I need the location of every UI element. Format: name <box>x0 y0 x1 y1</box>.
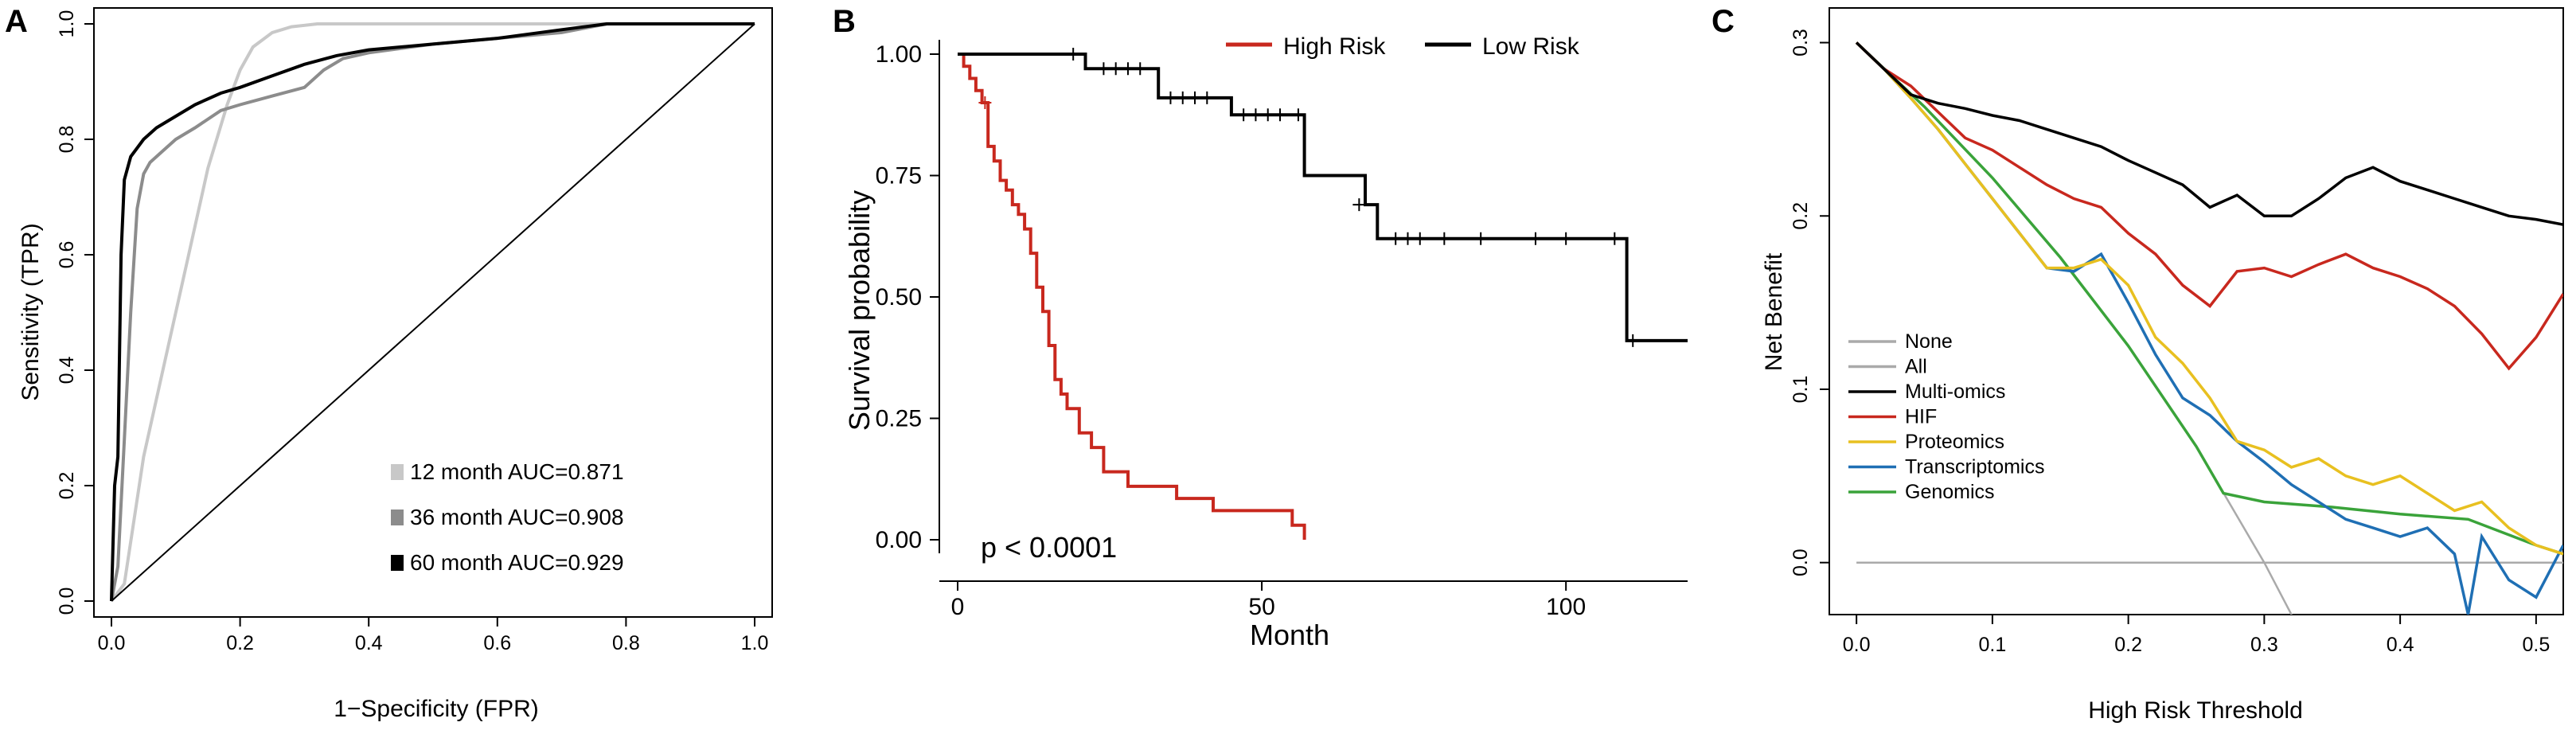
panel-b-censor-mark <box>1097 62 1110 76</box>
panel-b-xtick-label: 0 <box>951 594 965 620</box>
panel-c-ytick-label: 0.0 <box>1790 549 1812 576</box>
panel-a-legend-swatch <box>391 464 404 480</box>
panel-b-series-high-risk <box>958 53 1306 540</box>
panel-b-censor-mark <box>1401 232 1415 245</box>
panel-b-ytick-label: 1.00 <box>876 41 922 68</box>
panel-b-ytick-label: 0.50 <box>876 284 922 310</box>
panel-b-xtick-label: 50 <box>1248 594 1274 620</box>
panel-b-censor-mark <box>1261 108 1274 122</box>
panel-c-ytick-label: 0.3 <box>1790 29 1812 57</box>
panel-a-xtick-label: 0.6 <box>483 632 511 654</box>
panel-b-censor-mark <box>1274 108 1287 122</box>
panel-c-legend-label: Genomics <box>1905 481 1995 503</box>
panel-b-legend-label: Low Risk <box>1482 33 1580 60</box>
panel-b-censor-mark <box>1352 198 1366 212</box>
panel-c-xlabel: High Risk Threshold <box>2088 697 2303 724</box>
panel-c-xtick-label: 0.5 <box>2522 634 2550 656</box>
panel-c-legend-label: HIF <box>1905 406 1937 428</box>
panel-c-legend-label: Transcriptomics <box>1905 456 2045 478</box>
panel-b-ytick-label: 0.00 <box>876 527 922 553</box>
panel-c-legend-label: None <box>1905 330 1953 353</box>
panel-b-plot: 0 50 100 0.00 0.25 0.50 0.75 1.00 High Risk Low R… <box>876 33 1688 620</box>
panel-b-censor-mark <box>1249 108 1263 122</box>
panel-b-censor-mark <box>1291 108 1305 122</box>
panel-a-series-12-month-auc-0-871 <box>110 22 755 603</box>
panel-a-legend-swatch <box>391 510 404 525</box>
panel-c-ytick-label: 0.2 <box>1790 202 1812 230</box>
panel-a-legend-label: 12 month AUC=0.871 <box>410 459 624 484</box>
panel-a-xtick-label: 0.4 <box>355 632 383 654</box>
panel-a-xtick-label: 0.8 <box>612 632 640 654</box>
panel-a-ytick-label: 0.0 <box>56 588 78 615</box>
panel-c-series-multi-omics <box>1855 41 2563 226</box>
panel-a-xtick-label: 0.0 <box>98 632 126 654</box>
panel-b-pvalue: p < 0.0001 <box>981 531 1117 564</box>
panel-c-plot: 0.0 0.1 0.2 0.3 0.4 0.5 0.0 0.1 0.2 0.3 None All Mul… <box>1790 29 2563 656</box>
panel-c-frame <box>1829 7 2564 615</box>
panel-c-legend-label: All <box>1905 356 1927 378</box>
panel-b-censor-mark <box>1559 232 1573 245</box>
panel-c-legend-label: Proteomics <box>1905 431 2004 453</box>
panel-c-legend-label: Multi-omics <box>1905 381 2005 403</box>
panel-b-censor-mark <box>1200 91 1214 104</box>
panel-c-ylabel: Net Benefit <box>1761 252 1787 371</box>
panel-c-ytick-label: 0.1 <box>1790 376 1812 404</box>
panel-a-ytick-label: 0.2 <box>56 472 78 500</box>
panel-label-a: A <box>5 4 28 39</box>
panel-b-censor-mark <box>1164 91 1177 104</box>
panel-b-legend-label: High Risk <box>1283 33 1386 60</box>
panel-b-xlabel: Month <box>1250 619 1329 651</box>
panel-b-censor-mark <box>1389 232 1403 245</box>
panel-c-series-transcriptomics <box>1855 41 2563 615</box>
panel-b-censor-mark <box>1109 62 1122 76</box>
panel-b-censor-mark <box>1237 108 1251 122</box>
panel-c-lines <box>1855 41 2563 615</box>
panel-b-ytick-label: 0.25 <box>876 406 922 432</box>
panel-b-censor-mark <box>1438 232 1451 245</box>
panel-a-plot: 0.0 0.2 0.4 0.6 0.8 1.0 0.0 0.2 0.4 0.6 0.8 1.0 12 m… <box>56 10 768 654</box>
panel-label-b: B <box>833 4 856 39</box>
panel-b-censor-mark <box>1608 232 1622 245</box>
panel-a-frame <box>93 7 773 618</box>
panel-a-legend-label: 36 month AUC=0.908 <box>410 505 624 529</box>
panel-a-ytick-label: 0.4 <box>56 357 78 385</box>
panel-b-censor-mark <box>1188 91 1202 104</box>
panel-c-series-proteomics <box>1855 41 2563 556</box>
panel-b-xtick-label: 100 <box>1546 594 1586 620</box>
panel-c-series-hif <box>1855 41 2563 371</box>
panel-c-xtick-label: 0.2 <box>2114 634 2142 656</box>
panel-a-legend-swatch <box>391 555 404 571</box>
panel-b-censor-mark <box>1626 334 1640 347</box>
panel-a-series-reference <box>111 23 755 602</box>
panel-b-ylabel: Survival probability <box>843 190 876 431</box>
panel-a-ylabel: Sensitivity (TPR) <box>18 223 44 400</box>
panel-a-xlabel: 1−Specificity (FPR) <box>334 696 539 722</box>
panel-label-c: C <box>1711 4 1735 39</box>
panel-c-xtick-label: 0.3 <box>2250 634 2278 656</box>
panel-b-series-low-risk <box>958 53 1688 342</box>
panel-c-xtick-label: 0.1 <box>1979 634 2007 656</box>
panel-b-ytick-label: 0.75 <box>876 163 922 189</box>
panel-a-series-60-month-auc-0-929 <box>110 22 755 602</box>
panel-a-ytick-label: 0.6 <box>56 241 78 269</box>
panel-c-series-all <box>1856 41 2293 615</box>
panel-b-censor-mark <box>1413 232 1427 245</box>
panel-b-censor-mark <box>978 96 992 109</box>
panel-a-xtick-label: 1.0 <box>741 632 769 654</box>
panel-c-series-genomics <box>1855 41 2563 556</box>
panel-b-censor-mark <box>1134 62 1147 76</box>
panel-b-censor-mark <box>1067 48 1080 61</box>
panel-b-censor-mark <box>1121 62 1134 76</box>
panel-a-ytick-label: 1.0 <box>56 10 78 38</box>
panel-a-xtick-label: 0.2 <box>226 632 254 654</box>
panel-b-censor-mark <box>1176 91 1189 104</box>
panel-a-legend-label: 60 month AUC=0.929 <box>410 550 624 575</box>
panel-c-xtick-label: 0.0 <box>1843 634 1871 656</box>
panel-b-censor-mark <box>1528 232 1542 245</box>
panel-c-xtick-label: 0.4 <box>2387 634 2414 656</box>
panel-b-censor-mark <box>1474 232 1488 245</box>
panel-a-ytick-label: 0.8 <box>56 126 78 154</box>
